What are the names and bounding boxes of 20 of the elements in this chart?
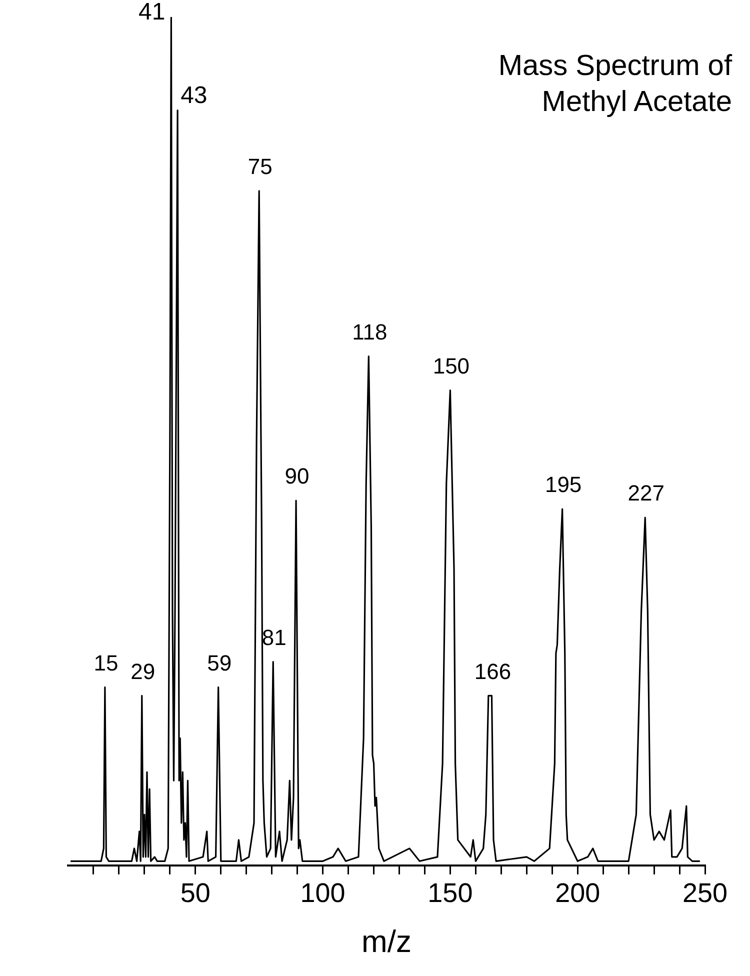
annotation: 90 [284, 464, 310, 489]
annotation: 150 [432, 353, 470, 378]
x-axis-title: m/z [362, 924, 412, 959]
annotation: 29 [130, 658, 156, 684]
annotation: 227 [628, 480, 664, 506]
x-tick-label: 100 [300, 878, 346, 908]
x-tick-label: 200 [555, 878, 600, 908]
x-tick-label: 150 [428, 878, 473, 908]
annotation: 75 [248, 154, 272, 179]
text: Mass Spectrum of Methyl Acetate [497, 49, 732, 120]
annotation: 43 [180, 82, 208, 109]
annotation: 41 [138, 0, 166, 26]
annotation: 59 [207, 650, 232, 676]
annotation: 118 [352, 319, 388, 344]
x-tick-label: 50 [180, 878, 210, 908]
annotation: 81 [262, 624, 286, 650]
x-tick-label: 250 [682, 878, 728, 908]
annotation: 195 [544, 472, 582, 498]
annotation: 15 [94, 650, 118, 676]
annotation: 166 [474, 658, 512, 684]
